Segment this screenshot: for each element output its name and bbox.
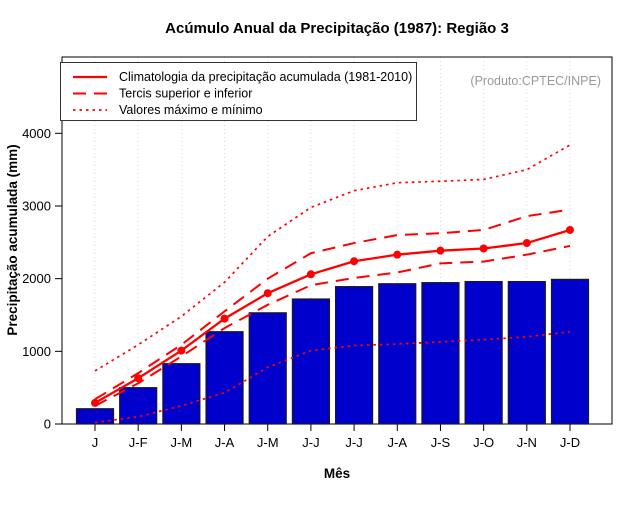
bar: [550, 278, 590, 425]
bar: [378, 283, 417, 425]
x-tick-label: J-M: [171, 435, 193, 450]
bar: [75, 408, 115, 425]
line-point: [306, 270, 315, 279]
x-tick-label: J-M: [257, 435, 279, 450]
y-tick-label: 1000: [22, 344, 51, 359]
legend-group: Climatologia da precipitação acumulada (…: [60, 62, 417, 121]
line-point: [522, 239, 531, 248]
bar: [421, 282, 460, 425]
line-point: [220, 314, 229, 323]
legend-label: Valores máximo e mínimo: [119, 103, 263, 117]
line-point: [566, 225, 574, 234]
y-tick-label: 3000: [22, 198, 51, 213]
line-point: [436, 246, 445, 255]
chart-title: Acúmulo Anual da Precipitação (1987): Re…: [165, 20, 509, 37]
x-tick-label: J-D: [560, 435, 580, 450]
bar: [334, 286, 374, 425]
series-line-dashed: [94, 208, 571, 401]
product-watermark: (Produto:CPTEC/INPE): [470, 74, 601, 88]
x-axis-label: Mês: [324, 466, 350, 481]
line-point: [350, 257, 359, 266]
bar: [119, 387, 158, 425]
bar: [507, 280, 546, 425]
legend-box: [60, 62, 417, 121]
y-tick-label: 2000: [22, 271, 51, 286]
line-point: [177, 346, 186, 355]
line-point: [134, 374, 143, 383]
x-tick-label: J-J: [345, 435, 362, 450]
line-point: [263, 289, 272, 298]
x-tick-label: J-A: [215, 435, 235, 450]
bar: [162, 363, 201, 425]
bar: [248, 312, 287, 425]
series-line-dotted: [94, 144, 571, 372]
legend-label: Climatologia da precipitação acumulada (…: [119, 70, 412, 84]
legend-label: Tercis superior e inferior: [119, 87, 252, 101]
x-tick-label: J-A: [388, 435, 408, 450]
series-line-dotted: [94, 330, 571, 424]
bars-group: [75, 278, 590, 425]
x-tick-label: J-S: [431, 435, 451, 450]
x-tick-label: J-F: [129, 435, 148, 450]
bar: [205, 331, 244, 425]
series-line-solid: [94, 228, 571, 404]
bar: [291, 298, 331, 425]
y-tick-label: 4000: [22, 126, 51, 141]
y-axis-ticks: 0 1000 2000 3000 4000: [22, 126, 62, 432]
x-tick-label: J-N: [517, 435, 537, 450]
line-point: [393, 250, 402, 259]
x-tick-label: J-O: [473, 435, 494, 450]
lines-group: [91, 144, 574, 424]
y-tick-label: 0: [44, 417, 51, 432]
line-point: [479, 244, 488, 253]
x-axis-ticks: J J-F J-M J-A J-M J-J J-J J-A J-S J-O J-N J-D: [92, 424, 580, 450]
x-tick-label: J: [92, 435, 99, 450]
x-tick-label: J-J: [302, 435, 319, 450]
series-line-dashed: [94, 244, 571, 407]
y-axis-label: Precipitação acumulada (mm): [5, 144, 20, 335]
bar: [464, 280, 503, 425]
